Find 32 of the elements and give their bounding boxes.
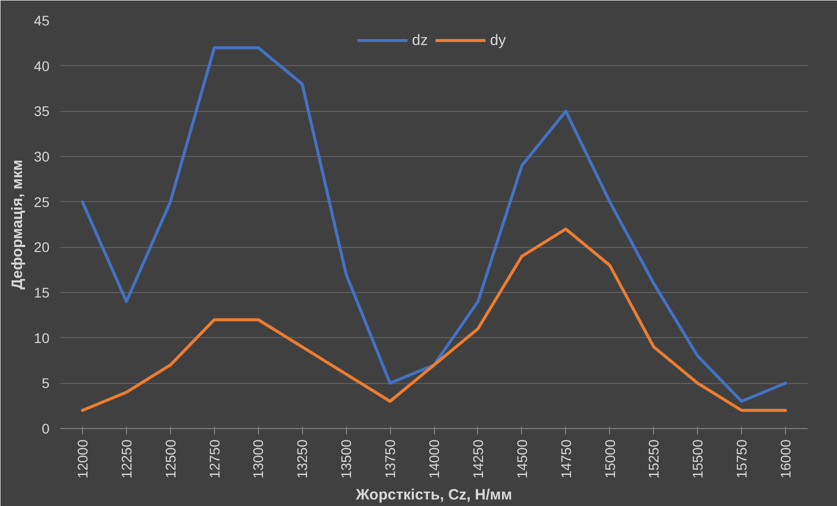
x-tick-label: 14500: [514, 439, 530, 478]
x-axis-title: Жорсткість, Cz, Н/мм: [354, 486, 512, 504]
line-series: [80, 228, 788, 412]
y-tick-label: 25: [34, 194, 50, 210]
x-tick-label: 15000: [602, 439, 618, 478]
y-tick-label: 45: [34, 12, 50, 28]
x-tick-label: 13500: [338, 439, 354, 478]
y-tick-label: 15: [34, 284, 50, 300]
x-tick-label: 13750: [382, 439, 398, 478]
x-tick-label: 15250: [646, 439, 662, 478]
x-tick-label: 14750: [558, 439, 574, 478]
y-tick-label: 10: [34, 330, 50, 346]
x-tick-label: 14000: [426, 439, 442, 478]
x-tick-label: 15500: [690, 439, 706, 478]
y-tick-label: 0: [42, 420, 50, 436]
y-tick-label: 35: [34, 103, 50, 120]
x-tick-label: 14250: [470, 439, 486, 478]
y-tick-label: 5: [42, 375, 50, 392]
x-tick-label: 12750: [206, 439, 222, 478]
legend-label: dy: [490, 32, 507, 48]
y-tick-label: 30: [34, 148, 50, 164]
x-tick-label: 12500: [162, 439, 178, 478]
x-tick-label: 12000: [74, 439, 90, 478]
x-tick-label: 15750: [734, 439, 750, 478]
legend-label: dz: [412, 32, 429, 48]
x-tick-label: 13250: [294, 439, 310, 478]
y-tick-label: 40: [34, 58, 50, 74]
x-tick-label: 13000: [250, 439, 266, 478]
y-axis-title: Деформація, мкм: [8, 160, 26, 290]
x-tick-label: 16000: [778, 439, 794, 478]
y-tick-label: 20: [34, 239, 50, 256]
x-tick-label: 12250: [118, 439, 134, 478]
